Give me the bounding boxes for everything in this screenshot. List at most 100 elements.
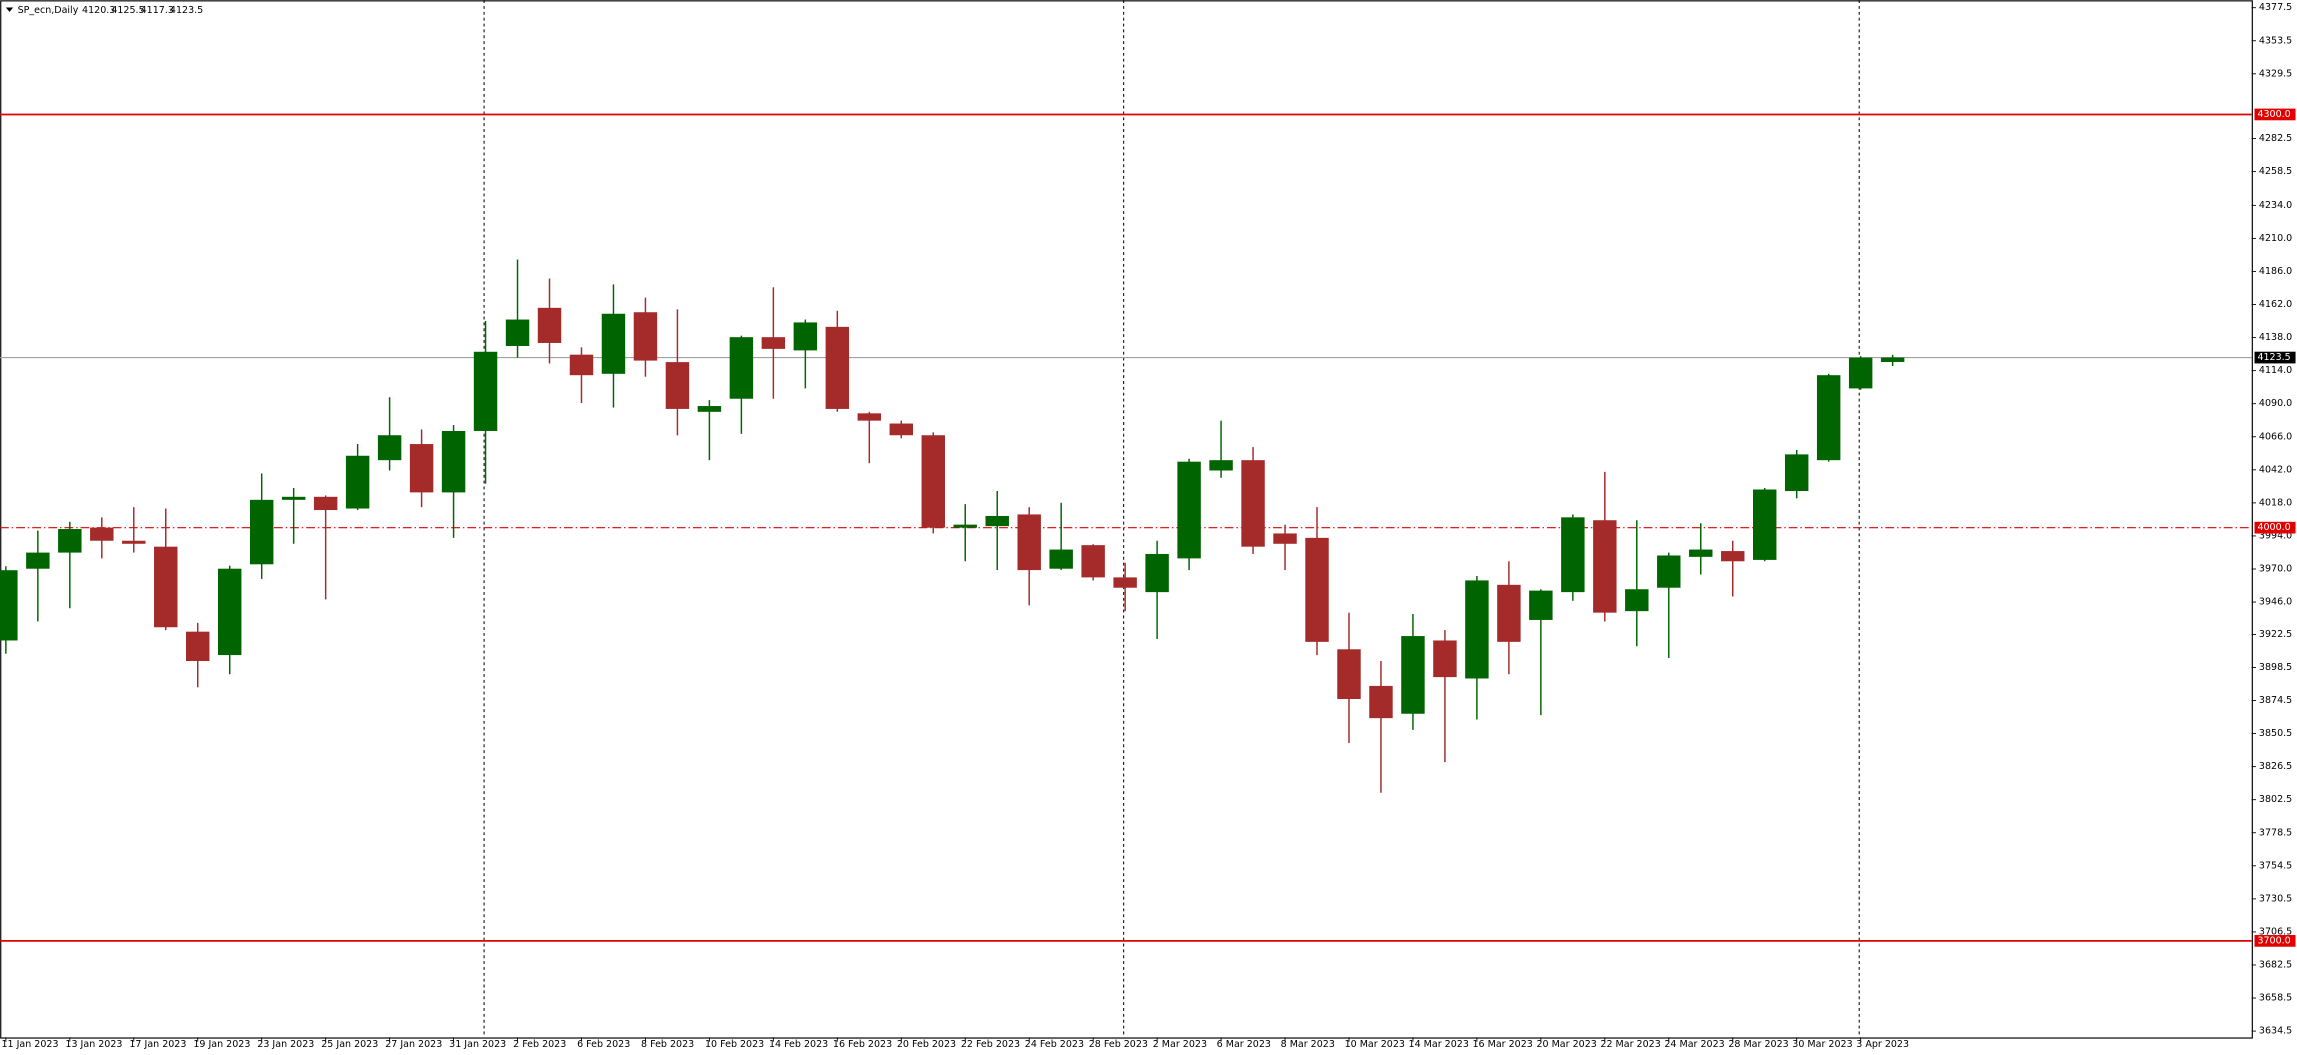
candle-body <box>953 524 977 528</box>
y-tick-label: 3658.5 <box>2259 993 2292 1004</box>
y-tick-label: 4329.5 <box>2259 68 2292 79</box>
y-tick-label: 3946.0 <box>2259 597 2292 608</box>
candle-body <box>1497 584 1521 642</box>
x-tick-label: 28 Mar 2023 <box>1728 1039 1788 1050</box>
candle-body <box>1017 514 1041 571</box>
x-tick-label: 24 Feb 2023 <box>1025 1039 1084 1050</box>
y-tick-label: 3634.5 <box>2259 1026 2292 1037</box>
candle-body <box>58 529 82 553</box>
x-tick-label: 16 Feb 2023 <box>833 1039 892 1050</box>
header-open: 4120.3 <box>82 5 115 16</box>
y-tick-label: 3970.0 <box>2259 563 2292 574</box>
candle-body <box>1273 533 1297 544</box>
y-tick-label: 3730.5 <box>2259 893 2292 904</box>
candle-body <box>1209 460 1233 471</box>
x-tick-label: 20 Mar 2023 <box>1536 1039 1596 1050</box>
y-tick-label: 3874.5 <box>2259 695 2292 706</box>
current-price-box <box>2254 351 2296 364</box>
candle-body <box>345 455 370 509</box>
candle-body <box>505 319 530 346</box>
level-label: 4000.0 <box>2257 522 2290 533</box>
candle-body <box>1816 375 1841 461</box>
x-tick-label: 25 Jan 2023 <box>321 1039 378 1050</box>
candle-body <box>1113 577 1137 588</box>
y-tick-label: 3898.5 <box>2259 662 2292 673</box>
candle-body <box>1305 537 1329 642</box>
candle-body <box>761 337 786 349</box>
x-tick-label: 6 Mar 2023 <box>1217 1039 1271 1050</box>
candle-body <box>1081 545 1105 578</box>
candle-body <box>313 496 338 511</box>
candle-body <box>569 354 594 376</box>
y-tick-label: 4210.0 <box>2259 233 2292 244</box>
y-tick-label: 4066.0 <box>2259 431 2292 442</box>
y-tick-label: 4018.0 <box>2259 497 2292 508</box>
candle-body <box>889 423 913 436</box>
level-label-box <box>2254 108 2296 121</box>
y-tick-label: 3778.5 <box>2259 827 2292 838</box>
y-tick-label: 3754.5 <box>2259 860 2292 871</box>
x-tick-label: 10 Feb 2023 <box>705 1039 764 1050</box>
candle-body <box>633 312 658 361</box>
candle-body <box>1145 553 1169 593</box>
x-tick-label: 20 Feb 2023 <box>897 1039 956 1050</box>
candle-body <box>729 337 754 399</box>
candle-body <box>186 631 210 661</box>
y-tick-label: 4042.0 <box>2259 464 2292 475</box>
header-low: 4117.3 <box>141 5 174 16</box>
candle-body <box>281 496 306 500</box>
plot-frame <box>0 0 2253 1039</box>
x-tick-label: 11 Jan 2023 <box>1 1039 58 1050</box>
y-tick-label: 3850.5 <box>2259 728 2292 739</box>
x-tick-label: 31 Jan 2023 <box>449 1039 506 1050</box>
x-tick-label: 17 Jan 2023 <box>129 1039 186 1050</box>
candle-body <box>1529 590 1553 620</box>
y-tick-label: 4234.0 <box>2259 200 2292 211</box>
candle-body <box>122 540 146 544</box>
x-tick-label: 6 Feb 2023 <box>577 1039 630 1050</box>
candle-body <box>1880 357 1905 362</box>
chart-title: SP_ecn,Daily <box>18 5 79 16</box>
x-tick-label: 8 Mar 2023 <box>1281 1039 1335 1050</box>
x-tick-label: 13 Jan 2023 <box>65 1039 122 1050</box>
level-label: 4300.0 <box>2257 109 2290 120</box>
candle-body <box>1369 685 1393 719</box>
y-tick-label: 3802.5 <box>2259 794 2292 805</box>
x-tick-label: 10 Mar 2023 <box>1345 1039 1405 1050</box>
candle-body <box>1561 517 1585 593</box>
current-price-label: 4123.5 <box>2257 352 2290 363</box>
candle-body <box>1784 454 1809 492</box>
x-tick-label: 2 Feb 2023 <box>513 1039 566 1050</box>
candle-body <box>857 413 882 421</box>
y-tick-label: 3682.5 <box>2259 959 2292 970</box>
x-tick-label: 24 Mar 2023 <box>1664 1039 1724 1050</box>
x-tick-label: 2 Mar 2023 <box>1153 1039 1207 1050</box>
y-tick-label: 3994.0 <box>2259 530 2292 541</box>
y-tick-label: 4282.5 <box>2259 133 2292 144</box>
candle-body <box>409 444 434 493</box>
x-tick-label: 19 Jan 2023 <box>193 1039 250 1050</box>
x-tick-label: 23 Jan 2023 <box>257 1039 314 1050</box>
candle-body <box>1593 520 1617 613</box>
candle-body <box>217 568 242 656</box>
candle-body <box>825 326 850 409</box>
candle-body <box>601 313 626 374</box>
x-tick-label: 3 Apr 2023 <box>1856 1039 1909 1050</box>
candle-body <box>473 351 498 431</box>
x-tick-label: 14 Feb 2023 <box>769 1039 828 1050</box>
candle-body <box>1177 461 1201 559</box>
candle-body <box>985 515 1009 527</box>
candle-body <box>1721 551 1745 562</box>
y-tick-label: 4114.0 <box>2259 365 2292 376</box>
candle-body <box>1337 649 1361 700</box>
candle-body <box>537 307 562 343</box>
candle-body <box>0 570 18 641</box>
candle-body <box>921 435 945 528</box>
level-label: 3700.0 <box>2257 935 2290 946</box>
candle-body <box>1753 489 1777 560</box>
candle-body <box>441 430 466 493</box>
x-tick-label: 16 Mar 2023 <box>1473 1039 1533 1050</box>
y-tick-label: 4353.5 <box>2259 35 2292 46</box>
candle-body <box>1401 636 1425 714</box>
